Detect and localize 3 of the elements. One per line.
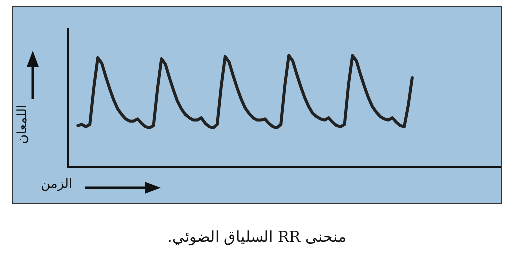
y-axis-title: اللمعان [16, 104, 30, 146]
x-axis-title: الزمن [41, 177, 73, 192]
text: منحنى RR السلياق الضوئي. [166, 228, 348, 246]
